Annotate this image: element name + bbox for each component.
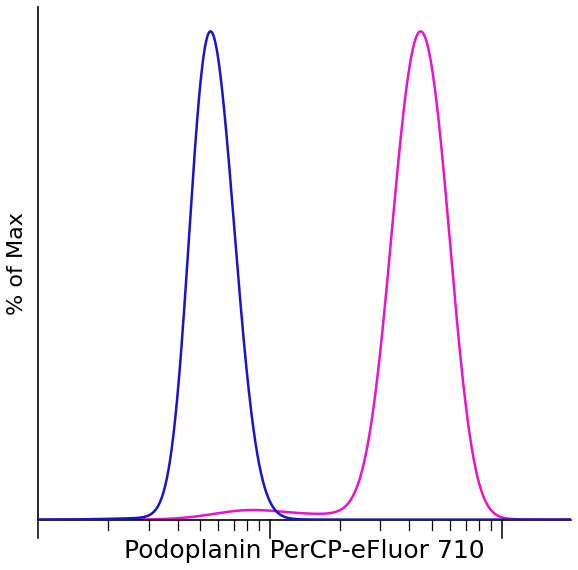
Y-axis label: % of Max: % of Max (7, 212, 27, 315)
X-axis label: Podoplanin PerCP-eFluor 710: Podoplanin PerCP-eFluor 710 (124, 539, 485, 563)
